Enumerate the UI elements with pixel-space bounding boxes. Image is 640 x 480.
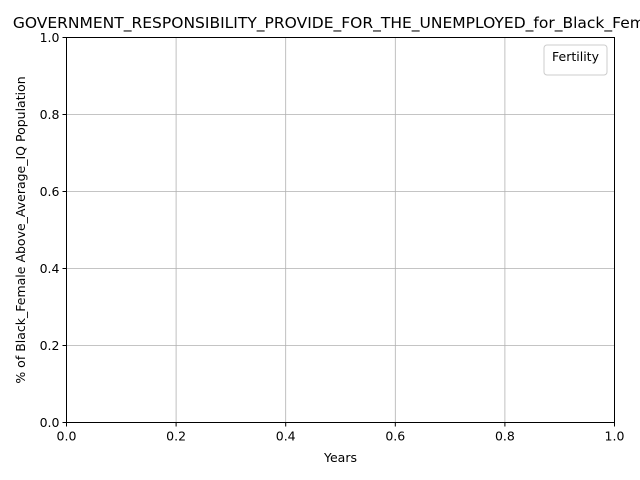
x-axis: 0.0 0.2 0.4 0.6 0.8 1.0 (57, 422, 625, 444)
y-tick-label: 0.8 (40, 107, 60, 122)
legend-title: Fertility (552, 49, 600, 64)
y-tick-label: 1.0 (40, 30, 60, 45)
x-tick-label: 0.2 (166, 429, 186, 444)
x-tick-label: 1.0 (605, 429, 625, 444)
chart-title: GOVERNMENT_RESPONSIBILITY_PROVIDE_FOR_TH… (13, 14, 640, 33)
legend-box (543, 44, 608, 76)
x-tick-label: 0.4 (276, 429, 296, 444)
plot-area (66, 37, 615, 423)
grid (66, 37, 615, 423)
x-tick-label: 0.8 (495, 429, 515, 444)
y-tick-label: 0.0 (40, 415, 60, 430)
x-axis-label: Years (323, 450, 357, 465)
y-tick-label: 0.4 (40, 261, 60, 276)
y-axis: 0.0 0.2 0.4 0.6 0.8 1.0 (40, 30, 67, 430)
y-axis-label: % of Black_Female Above_Average_IQ Popul… (13, 76, 28, 383)
x-tick-label: 0.6 (385, 429, 405, 444)
legend: Fertility (543, 44, 608, 76)
x-tick-label: 0.0 (57, 429, 77, 444)
y-tick-label: 0.2 (40, 338, 60, 353)
y-tick-label: 0.6 (40, 184, 60, 199)
